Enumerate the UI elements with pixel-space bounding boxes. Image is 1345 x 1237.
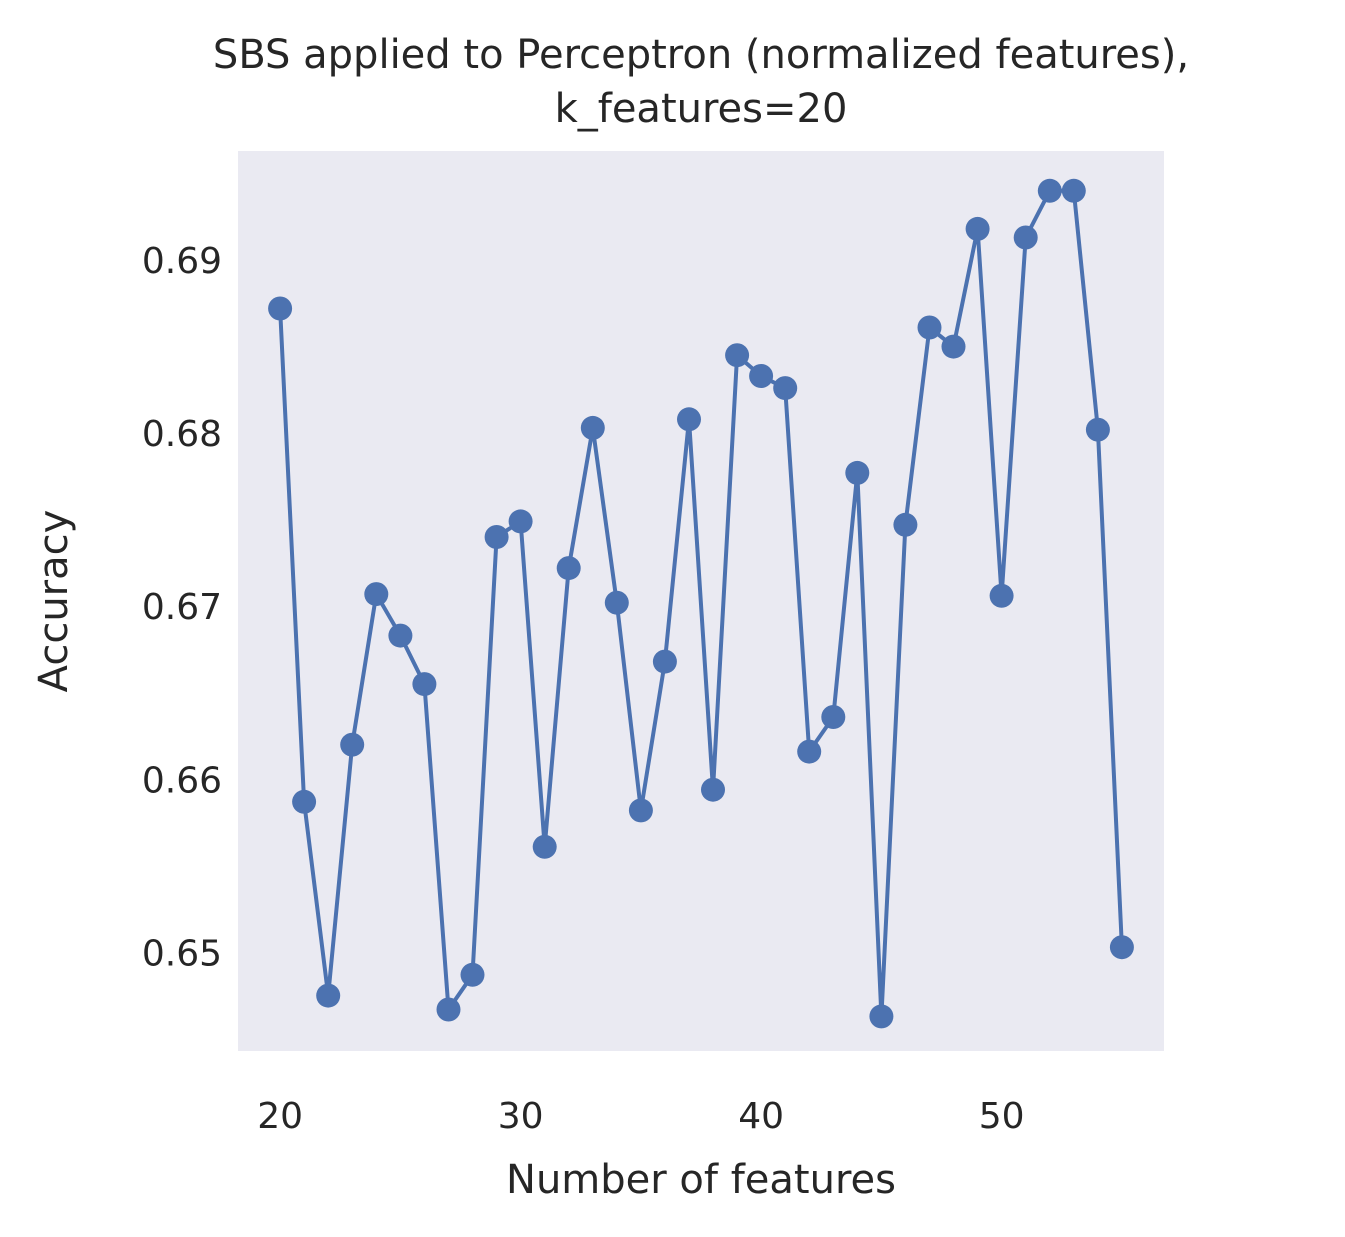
y-tick-label: 0.66 bbox=[142, 760, 222, 801]
data-point bbox=[845, 460, 870, 485]
data-point bbox=[604, 590, 629, 615]
data-point bbox=[893, 512, 918, 537]
chart-title: SBS applied to Perceptron (normalized fe… bbox=[213, 32, 1189, 78]
data-point bbox=[941, 334, 966, 359]
data-point bbox=[725, 343, 750, 368]
data-point bbox=[965, 216, 990, 241]
x-tick-label: 20 bbox=[257, 1096, 303, 1137]
data-point bbox=[340, 732, 365, 757]
x-tick-label: 30 bbox=[498, 1096, 544, 1137]
x-tick-label: 40 bbox=[738, 1096, 784, 1137]
series-layer bbox=[268, 178, 1134, 1029]
data-point bbox=[412, 672, 437, 697]
data-point bbox=[292, 789, 317, 814]
data-point bbox=[484, 525, 509, 549]
data-point bbox=[556, 556, 581, 581]
y-axis-ticks: 0.65 0.66 0.67 0.68 0.69 bbox=[142, 241, 222, 974]
data-point bbox=[436, 997, 461, 1022]
data-point bbox=[388, 623, 413, 648]
data-point bbox=[821, 705, 846, 729]
x-axis-label: Number of features bbox=[506, 1157, 896, 1203]
data-point bbox=[917, 315, 942, 340]
data-point bbox=[701, 777, 725, 802]
data-point bbox=[268, 296, 293, 321]
data-point bbox=[460, 962, 485, 987]
data-point bbox=[989, 583, 1014, 608]
data-point bbox=[797, 739, 822, 764]
data-point bbox=[316, 983, 341, 1008]
data-point bbox=[1061, 178, 1086, 203]
data-point bbox=[1109, 935, 1134, 960]
y-axis-label: Accuracy bbox=[31, 510, 77, 693]
chart-subtitle: k_features=20 bbox=[555, 86, 848, 132]
y-tick-label: 0.67 bbox=[142, 587, 222, 628]
data-point bbox=[749, 364, 774, 388]
data-point bbox=[508, 509, 533, 534]
x-tick-label: 50 bbox=[979, 1096, 1025, 1137]
data-point bbox=[532, 834, 557, 859]
data-point bbox=[364, 582, 389, 607]
data-point bbox=[580, 415, 605, 440]
x-axis-ticks: 20 30 40 50 bbox=[257, 1096, 1024, 1137]
data-point bbox=[869, 1004, 894, 1029]
data-point bbox=[677, 407, 701, 432]
data-point bbox=[773, 376, 798, 401]
y-tick-label: 0.69 bbox=[142, 241, 222, 282]
data-point bbox=[652, 649, 677, 674]
y-tick-label: 0.65 bbox=[142, 933, 222, 974]
y-tick-label: 0.68 bbox=[142, 414, 222, 455]
data-point bbox=[1085, 417, 1110, 442]
data-point bbox=[628, 798, 653, 823]
data-point bbox=[1013, 225, 1038, 250]
data-point bbox=[1037, 178, 1062, 203]
